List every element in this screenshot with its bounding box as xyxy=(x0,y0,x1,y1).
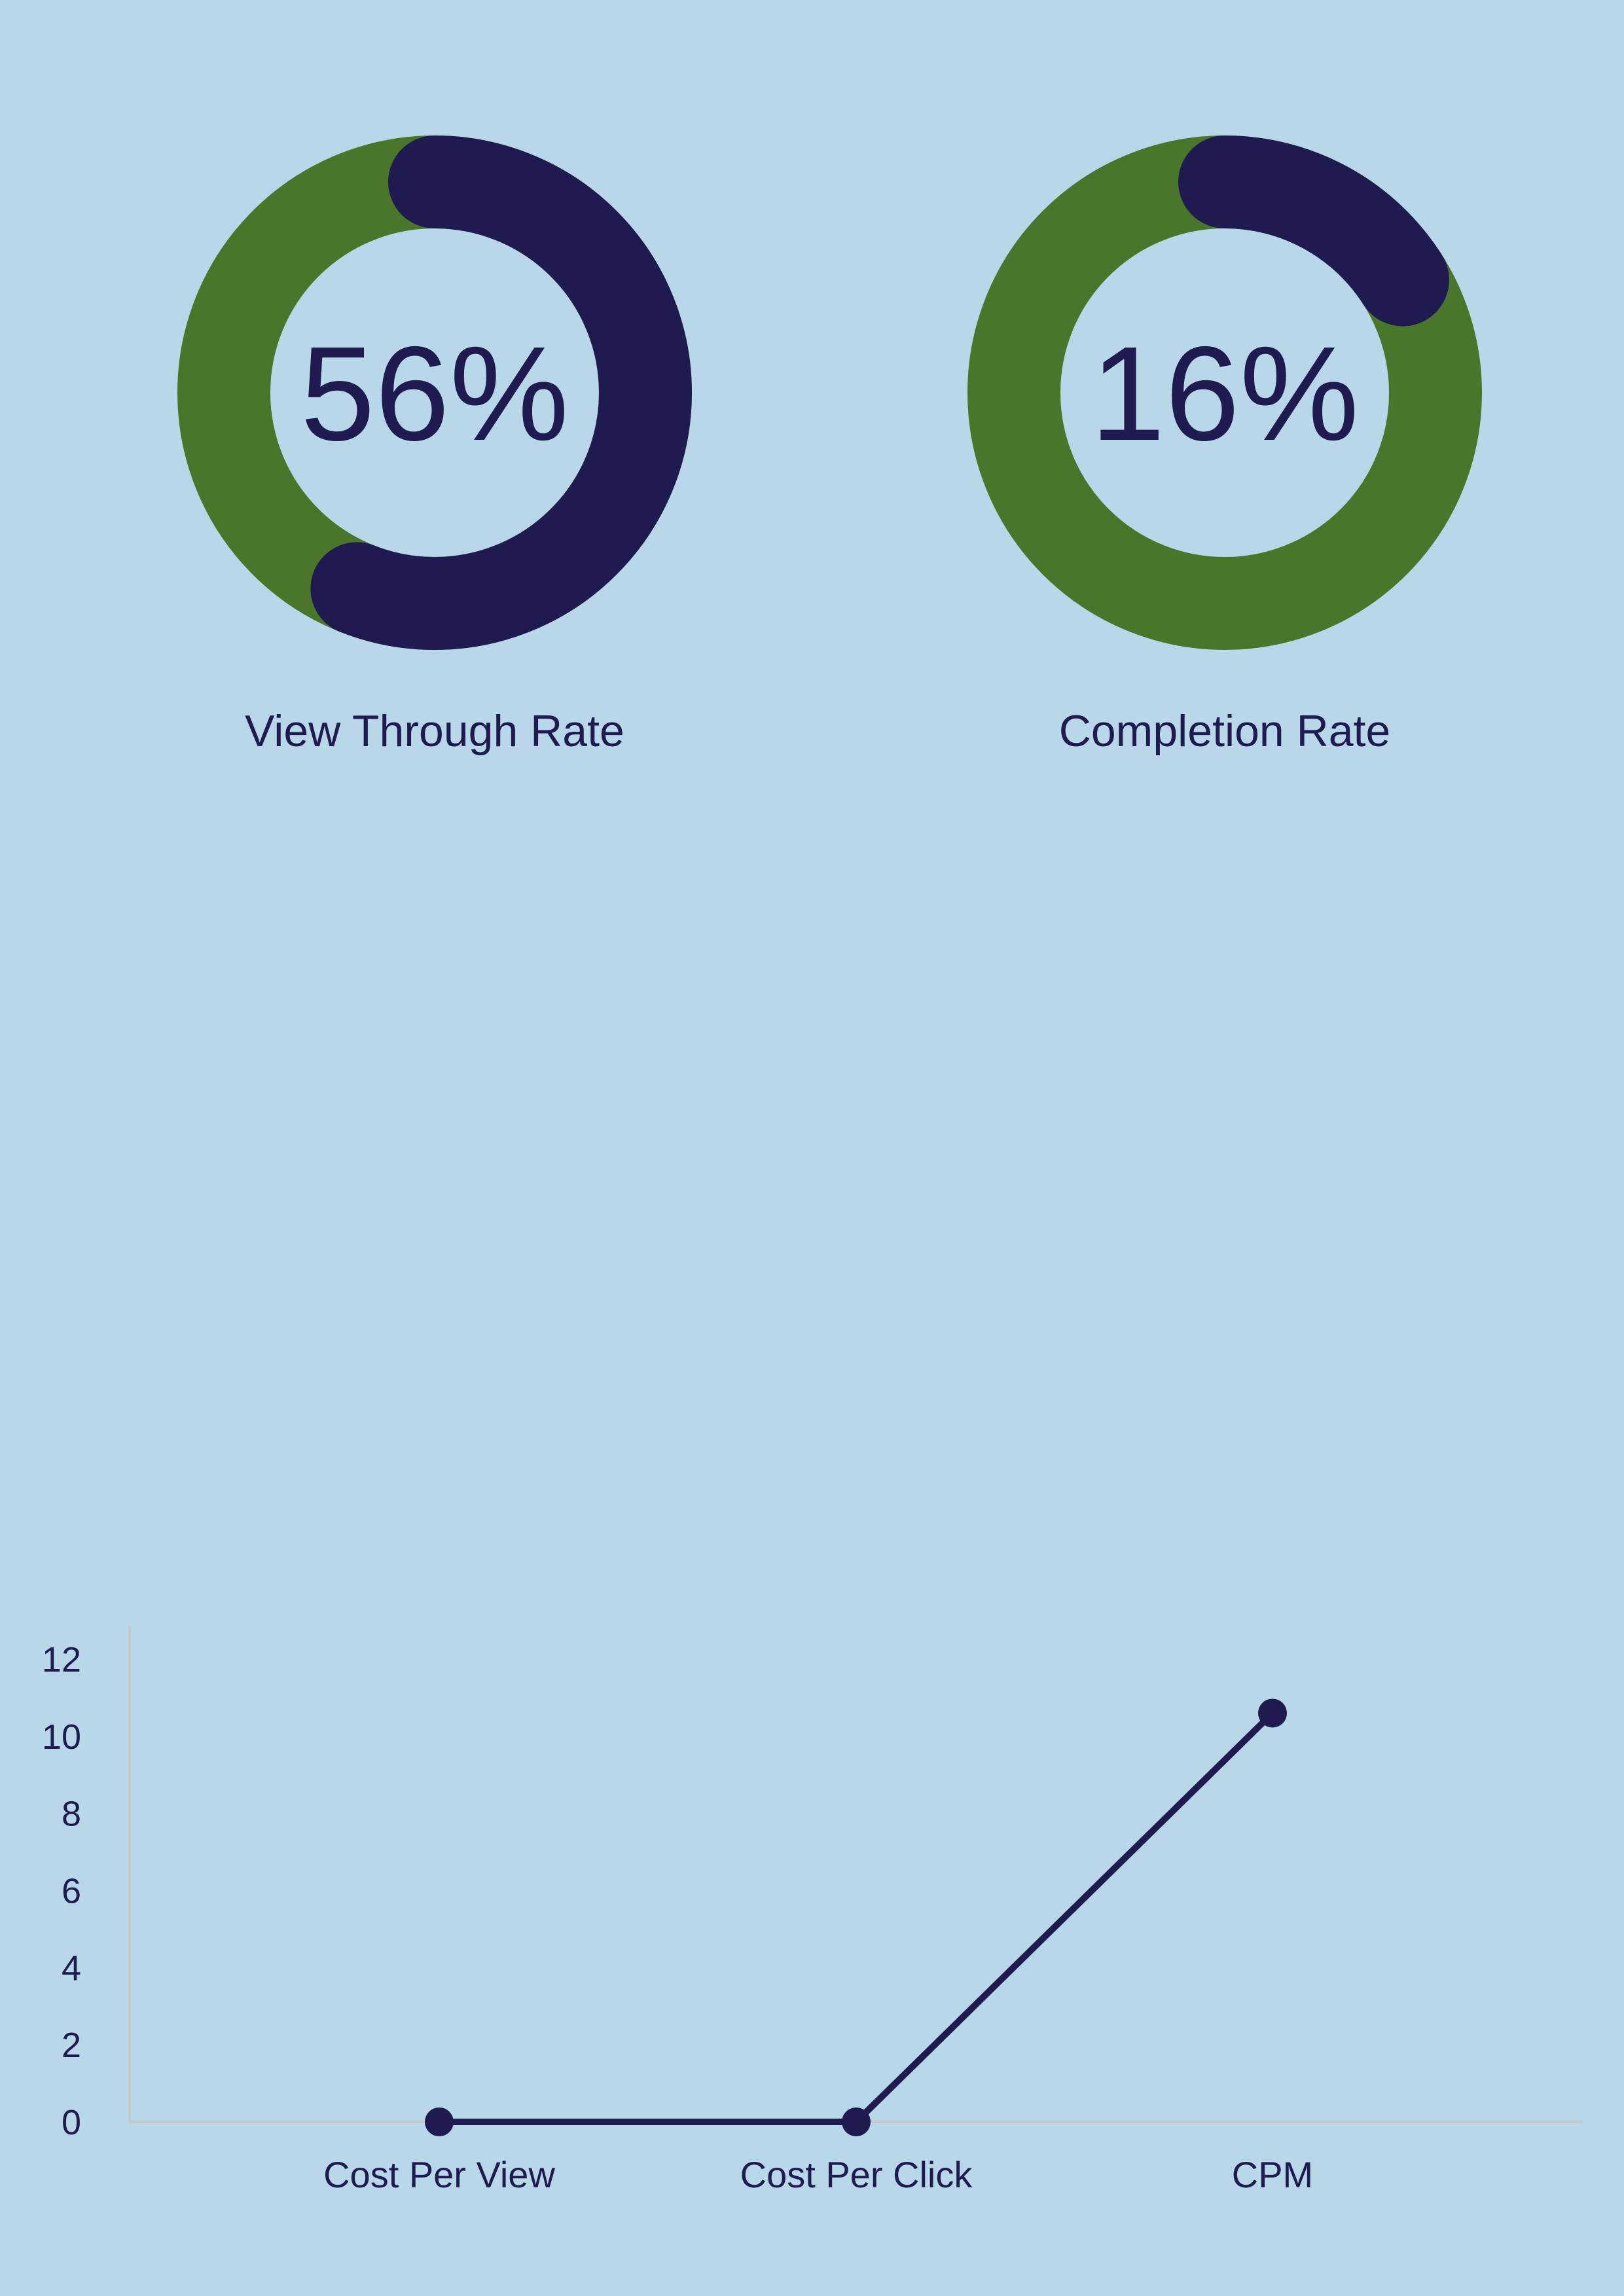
cost-series-line xyxy=(439,1710,1275,2125)
donut-value-arc xyxy=(177,135,692,650)
data-point xyxy=(425,2108,454,2136)
x-category-label: Cost Per View xyxy=(323,2154,555,2195)
data-point xyxy=(842,2108,871,2136)
x-category-label: CPM xyxy=(1232,2154,1313,2195)
donut-value-arc xyxy=(967,135,1482,650)
y-tick-label: 10 xyxy=(42,1717,81,1757)
y-tick-label: 12 xyxy=(42,1640,81,1679)
y-tick-label: 4 xyxy=(62,1948,81,1988)
y-tick-label: 0 xyxy=(62,2103,81,2142)
view-through-rate-value: 56% xyxy=(300,319,569,469)
y-tick-label: 2 xyxy=(62,2026,81,2065)
completion-rate-label: Completion Rate xyxy=(1059,706,1390,756)
y-tick-label: 8 xyxy=(62,1795,81,1834)
view-through-rate-donut: 56% View Through Rate xyxy=(177,135,692,756)
x-category-label: Cost Per Click xyxy=(740,2154,973,2195)
view-through-rate-label: View Through Rate xyxy=(245,706,624,756)
data-point xyxy=(1258,1698,1287,1728)
completion-rate-value: 16% xyxy=(1091,319,1359,469)
cost-metrics-line-chart: 0 2 4 6 8 10 12 Cost Per View Cost Per Click CPM xyxy=(42,1626,1583,2195)
completion-rate-donut: 16% Completion Rate xyxy=(967,135,1482,756)
y-tick-label: 6 xyxy=(62,1872,81,1911)
